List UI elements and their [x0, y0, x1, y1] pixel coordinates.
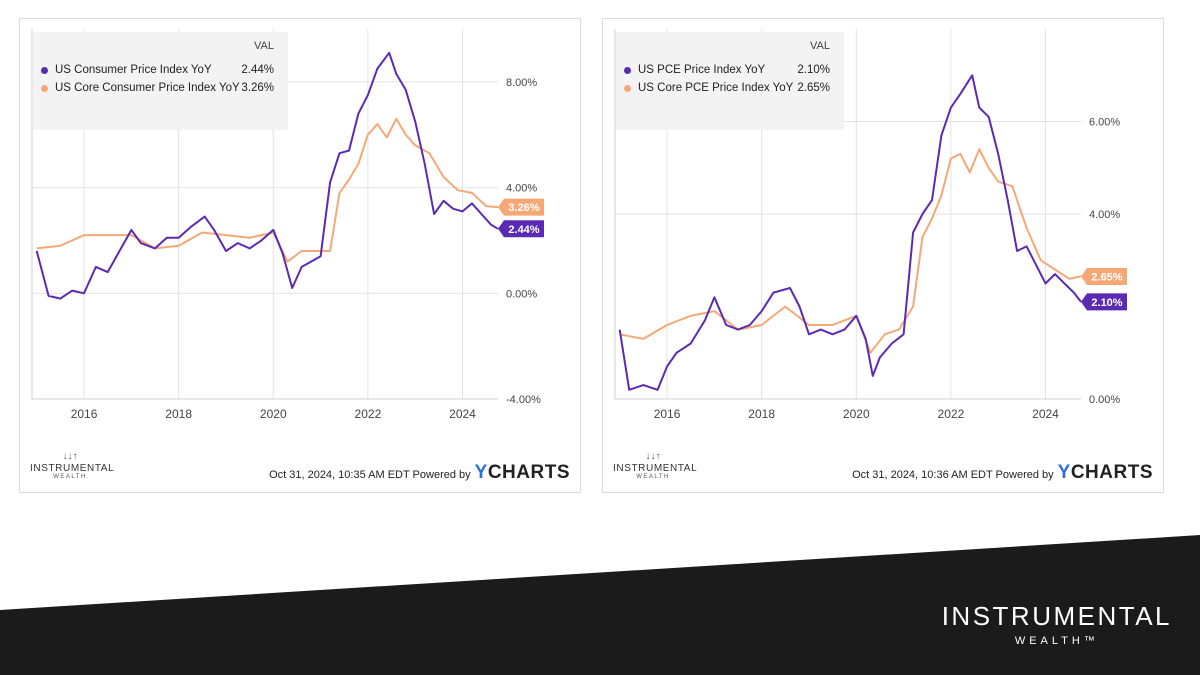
legend-item-cpi[interactable]: US Consumer Price Index YoY 2.44%: [41, 62, 274, 78]
legend-value: 2.10%: [797, 64, 830, 76]
y-tick-label: 0.00%: [1089, 394, 1120, 406]
mini-logo-line1: INSTRUMENTAL: [613, 463, 698, 474]
series-line-0: [35, 51, 499, 300]
y-tick-label: 4.00%: [1089, 209, 1120, 221]
chart-panel-cpi: 8.00% 4.00% 0.00% -4.00% 2016 2018 2020 2022 202…: [19, 18, 581, 493]
legend-label: US Core Consumer Price Index YoY: [55, 82, 240, 94]
series-dot-icon: [41, 66, 48, 74]
x-tick-label: 2016: [654, 407, 681, 421]
chart-legend: VAL US Consumer Price Index YoY 2.44% US…: [33, 32, 288, 130]
legend-label: US Consumer Price Index YoY: [55, 64, 212, 76]
brand-logo: INSTRUMENTAL WEALTH™: [942, 601, 1172, 647]
legend-item-core-cpi[interactable]: US Core Consumer Price Index YoY 3.26%: [41, 80, 274, 96]
end-value-label: 2.10%: [1091, 297, 1122, 309]
end-value-label: 2.65%: [1091, 271, 1122, 283]
chart-footer: Oct 31, 2024, 10:35 AM EDT Powered by YC…: [269, 462, 570, 484]
x-tick-label: 2022: [355, 407, 382, 421]
end-value-label: 3.26%: [508, 202, 539, 214]
chart-plot-pce: 6.00% 4.00% 0.00% 2016 2018 2020 2022 2024 2.65%…: [614, 29, 1127, 421]
legend-header: VAL: [810, 40, 830, 52]
y-tick-label: 4.00%: [506, 183, 537, 195]
ycharts-logo[interactable]: YCHARTS: [474, 462, 570, 483]
footer-timestamp: Oct 31, 2024, 10:36 AM EDT Powered by: [852, 469, 1054, 481]
legend-value: 2.44%: [241, 64, 274, 76]
arrows-icon: ↓↓↑: [645, 451, 661, 462]
legend-label: US PCE Price Index YoY: [638, 64, 766, 76]
series-line-1: [619, 148, 1082, 354]
x-tick-label: 2024: [1032, 407, 1059, 421]
mini-logo-line1: INSTRUMENTAL: [30, 463, 115, 474]
y-tick-label: 0.00%: [506, 288, 537, 300]
end-value-label: 2.44%: [508, 224, 539, 236]
x-tick-label: 2022: [938, 407, 965, 421]
x-tick-label: 2018: [748, 407, 775, 421]
y-tick-label: 8.00%: [506, 77, 537, 89]
arrows-icon: ↓↓↑: [62, 451, 78, 462]
x-tick-label: 2024: [449, 407, 476, 421]
legend-item-pce[interactable]: US PCE Price Index YoY 2.10%: [624, 62, 830, 78]
chart-panel-pce: 6.00% 4.00% 0.00% 2016 2018 2020 2022 2024 2.65%…: [602, 18, 1164, 493]
end-value-tag: [1081, 267, 1127, 285]
chart-legend: VAL US PCE Price Index YoY 2.10% US Core…: [616, 32, 844, 130]
legend-header: VAL: [254, 40, 274, 52]
y-tick-label: 6.00%: [1089, 117, 1120, 129]
series-dot-icon: [624, 66, 631, 74]
x-tick-label: 2020: [843, 407, 870, 421]
legend-label: US Core PCE Price Index YoY: [638, 82, 794, 94]
x-tick-label: 2018: [165, 407, 192, 421]
legend-value: 3.26%: [241, 82, 274, 94]
end-value-tag: [1081, 293, 1127, 311]
ycharts-logo[interactable]: YCHARTS: [1057, 462, 1153, 483]
brand-line2: WEALTH™: [1014, 635, 1099, 647]
x-tick-label: 2016: [71, 407, 98, 421]
series-dot-icon: [624, 84, 631, 92]
instrumental-mini-logo: ↓↓↑ INSTRUMENTAL WEALTH: [613, 451, 698, 480]
end-value-tag: [498, 198, 544, 216]
y-tick-label: -4.00%: [506, 394, 541, 406]
series-dot-icon: [41, 84, 48, 92]
brand-band: [0, 535, 1200, 675]
footer-timestamp: Oct 31, 2024, 10:35 AM EDT Powered by: [269, 469, 471, 481]
legend-item-core-pce[interactable]: US Core PCE Price Index YoY 2.65%: [624, 80, 830, 96]
legend-value: 2.65%: [797, 82, 830, 94]
mini-logo-line2: WEALTH: [636, 474, 670, 480]
brand-line1: INSTRUMENTAL: [941, 601, 1172, 631]
end-value-tag: [498, 220, 544, 238]
chart-footer: Oct 31, 2024, 10:36 AM EDT Powered by YC…: [852, 462, 1153, 484]
x-tick-label: 2020: [260, 407, 287, 421]
instrumental-mini-logo: ↓↓↑ INSTRUMENTAL WEALTH: [30, 451, 115, 480]
mini-logo-line2: WEALTH: [53, 474, 87, 480]
series-line-0: [618, 74, 1082, 391]
